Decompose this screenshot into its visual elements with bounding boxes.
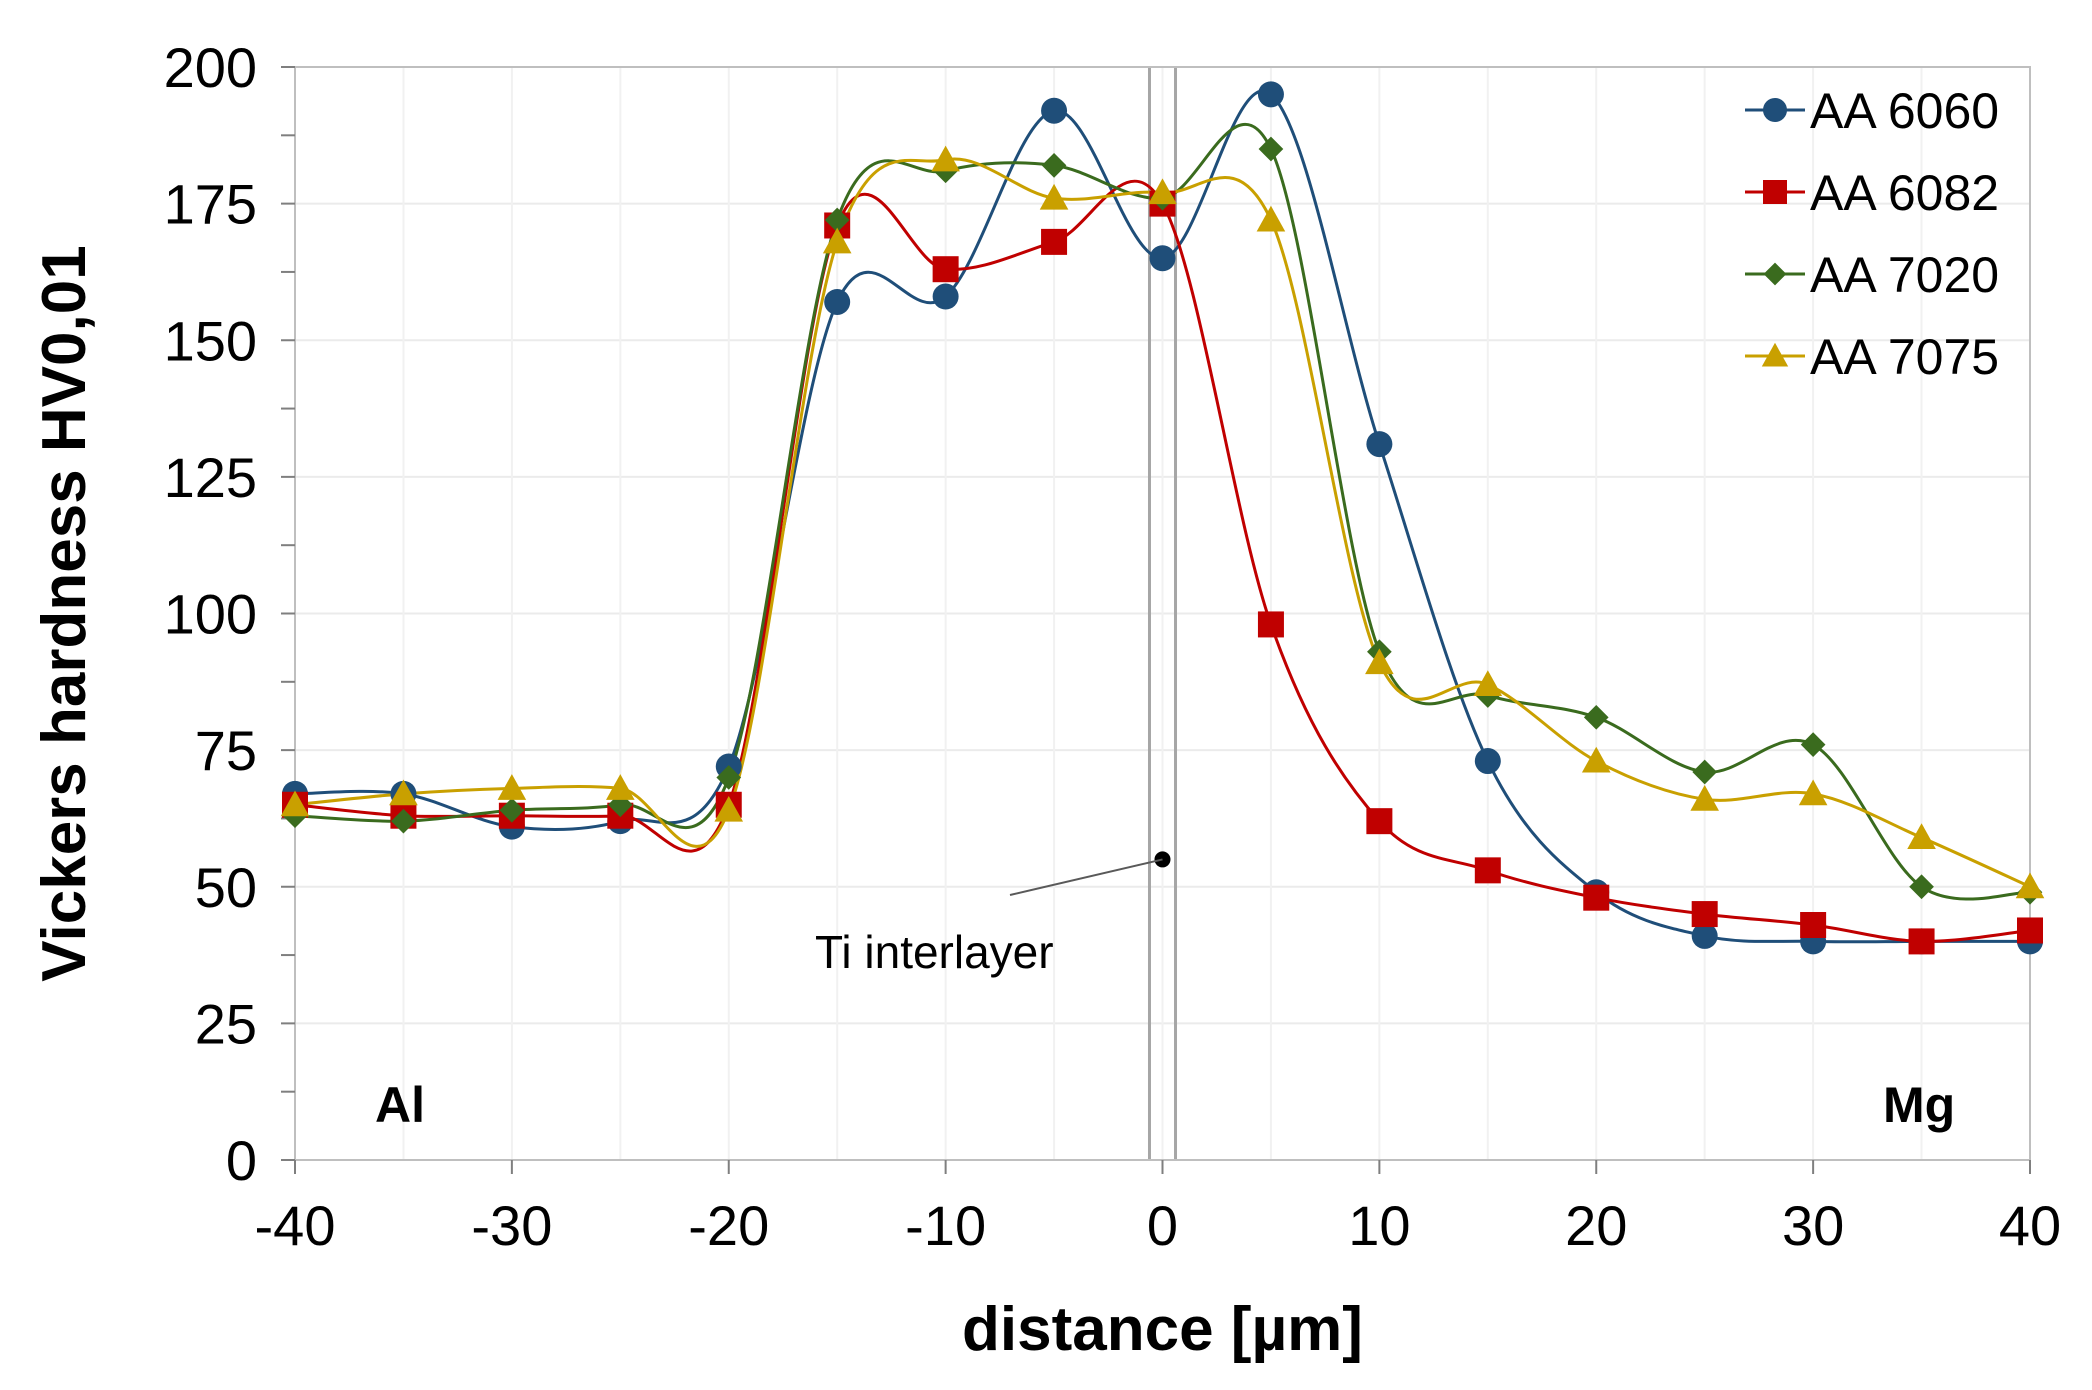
data-point-aa-6060 — [824, 288, 851, 315]
y-tick-label: 150 — [164, 309, 257, 372]
data-point-aa-6082 — [1041, 228, 1068, 255]
legend-label-aa-6060: AA 6060 — [1810, 83, 1999, 139]
data-point-aa-7020 — [1583, 704, 1609, 730]
data-point-aa-7020 — [499, 797, 525, 823]
data-point-aa-6082 — [1800, 912, 1827, 939]
data-point-aa-6082 — [932, 256, 959, 283]
data-point-aa-6060 — [1041, 97, 1068, 124]
data-point-aa-7075 — [1907, 823, 1936, 850]
data-point-aa-7020 — [1909, 874, 1934, 900]
data-point-aa-6060 — [1474, 748, 1501, 775]
data-point-aa-7075 — [2015, 872, 2045, 899]
data-point-aa-7020 — [607, 792, 633, 818]
data-point-aa-6082 — [1366, 808, 1393, 835]
data-point-aa-7020 — [1692, 759, 1718, 785]
y-tick-label: 175 — [164, 173, 257, 236]
ti-interlayer-label: Ti interlayer — [815, 926, 1054, 978]
legend: AA 6060 AA 6082 AA 7020 AA 7075 — [1745, 83, 1999, 385]
data-point-aa-7075 — [1256, 205, 1286, 232]
x-tick-label: 0 — [1147, 1194, 1178, 1257]
data-point-aa-6060 — [1366, 431, 1393, 458]
data-point-aa-7075 — [280, 790, 310, 817]
y-tick-label: 125 — [164, 446, 257, 509]
mg-side-label: Mg — [1883, 1077, 1955, 1133]
x-tick-label: 40 — [1999, 1194, 2061, 1257]
legend-label-aa-6082: AA 6082 — [1810, 165, 1999, 221]
series-markers — [280, 81, 2045, 955]
y-tick-label: 0 — [226, 1129, 257, 1192]
ti-interlayer-leader — [1009, 858, 1163, 896]
y-tick-label: 50 — [195, 856, 257, 919]
data-point-aa-7020 — [1800, 732, 1826, 758]
data-point-aa-7020 — [1041, 153, 1067, 178]
legend-marker-aa-7020 — [1763, 262, 1787, 286]
data-point-aa-6060 — [1149, 245, 1176, 272]
series-line-aa-6082 — [294, 179, 2031, 943]
x-tick-label: -40 — [255, 1194, 336, 1257]
data-point-aa-7075 — [497, 774, 527, 800]
data-point-aa-7075 — [1365, 648, 1394, 675]
data-point-aa-7075 — [1798, 779, 1828, 806]
data-point-aa-6082 — [1583, 884, 1610, 911]
data-point-aa-7075 — [822, 227, 852, 254]
x-axis-title: distance [µm] — [962, 1295, 1363, 1364]
axes: 0 25 50 75 100 125 150 175 200 -40 -30 -20 -10 0 10 20 3… — [164, 36, 2062, 1257]
data-point-aa-7075 — [606, 774, 635, 800]
data-point-aa-7020 — [824, 207, 850, 233]
x-tick-label: 20 — [1565, 1194, 1627, 1257]
legend-label-aa-7020: AA 7020 — [1810, 247, 1999, 303]
series-line-aa-7075 — [294, 157, 2031, 889]
y-axis-title: Vickers hardness HV0,01 — [30, 245, 99, 981]
data-point-aa-6082 — [2017, 917, 2043, 944]
x-tick-label: -10 — [905, 1194, 986, 1257]
x-tick-label: -30 — [471, 1194, 552, 1257]
data-point-aa-6060 — [1257, 81, 1284, 108]
data-point-aa-7075 — [1148, 178, 1177, 205]
x-tick-label: 10 — [1348, 1194, 1410, 1257]
y-tick-label: 75 — [195, 719, 257, 782]
data-point-aa-6082 — [1691, 901, 1718, 928]
data-point-aa-7075 — [1473, 670, 1503, 696]
x-tick-label: 30 — [1782, 1194, 1844, 1257]
data-point-aa-7020 — [1258, 136, 1284, 162]
data-point-aa-6082 — [1474, 857, 1501, 884]
grid — [294, 66, 2031, 1161]
data-point-aa-7075 — [714, 795, 744, 822]
data-point-aa-7020 — [716, 765, 742, 790]
legend-label-aa-7075: AA 7075 — [1810, 329, 1999, 385]
data-point-aa-6082 — [1257, 611, 1284, 638]
data-point-aa-7075 — [931, 145, 960, 172]
annotations: Ti interlayer Al Mg — [375, 851, 1955, 1133]
y-tick-label: 100 — [164, 583, 257, 646]
data-point-aa-7075 — [1690, 785, 1719, 811]
legend-marker-aa-6060 — [1763, 98, 1787, 122]
legend-marker-aa-7075 — [1761, 342, 1789, 367]
data-point-aa-6082 — [1908, 928, 1935, 955]
data-point-aa-7020 — [391, 808, 416, 834]
y-tick-label: 200 — [164, 36, 257, 99]
data-point-aa-6060 — [1691, 922, 1718, 949]
x-tick-label: -20 — [688, 1194, 769, 1257]
y-tick-label: 25 — [195, 992, 257, 1055]
data-point-aa-7075 — [1581, 746, 1611, 773]
legend-marker-aa-6082 — [1763, 180, 1787, 204]
data-point-aa-7075 — [1039, 183, 1069, 210]
al-side-label: Al — [375, 1077, 425, 1133]
data-point-aa-6060 — [932, 283, 959, 310]
data-point-aa-7075 — [389, 779, 418, 806]
